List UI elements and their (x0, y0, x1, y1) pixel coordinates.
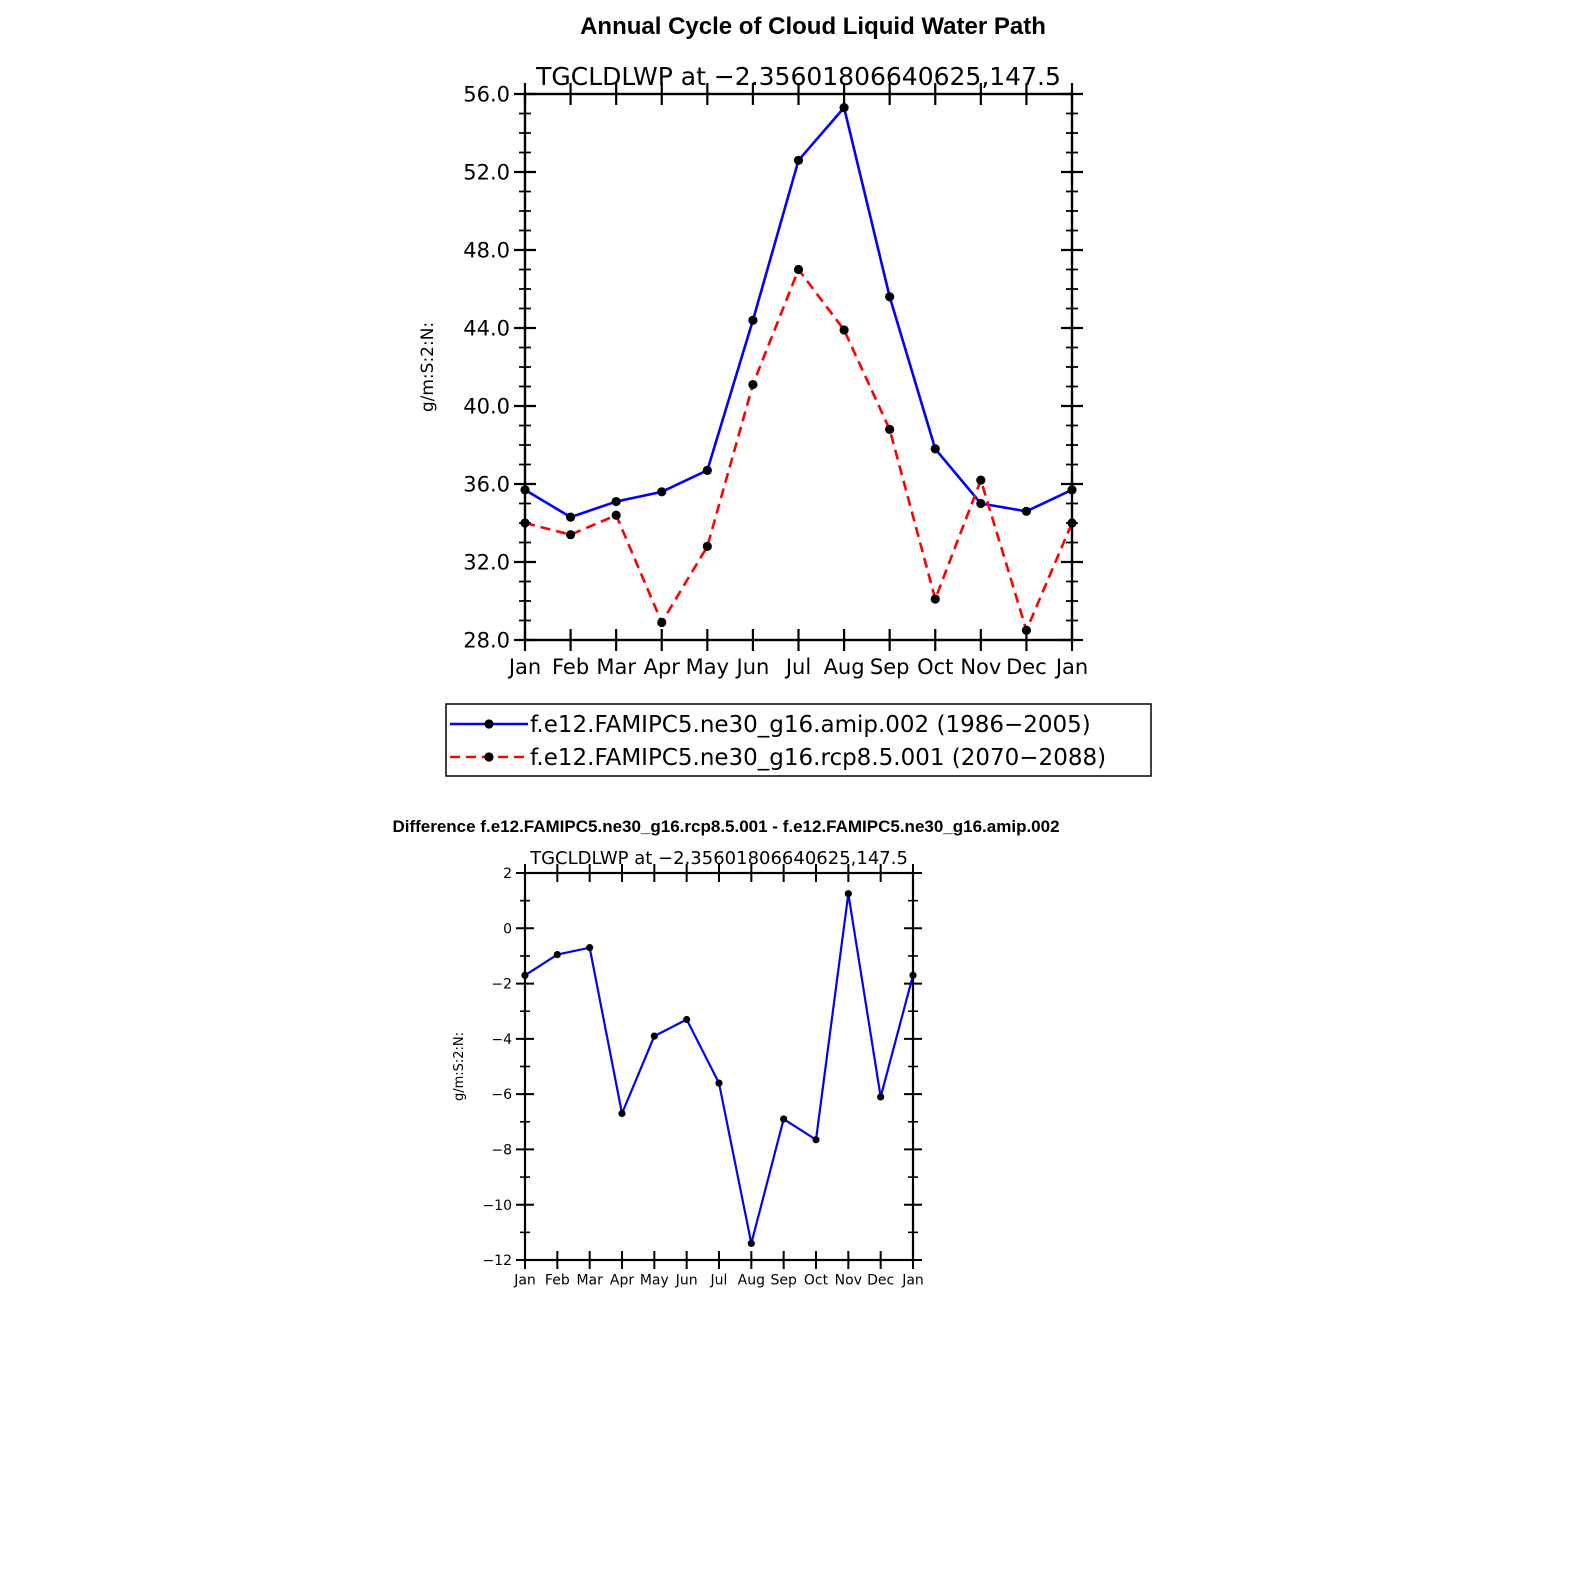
x-tick-label: Aug (738, 1272, 765, 1288)
x-tick-label: Jul (784, 655, 811, 679)
y-tick-label: −8 (491, 1142, 512, 1158)
y-tick-label: 0 (503, 921, 512, 937)
series-1-point (657, 617, 667, 628)
series-0-point (793, 155, 804, 165)
x-tick-label: Jan (901, 1272, 924, 1288)
series-1-point (520, 518, 530, 528)
series-0-point (747, 1239, 755, 1248)
series-1-point (1067, 518, 1077, 528)
x-tick-label: Mar (596, 655, 636, 679)
series-0-point (885, 292, 895, 302)
y-tick-label: 44.0 (463, 317, 510, 341)
y-tick-label: −2 (491, 977, 512, 993)
y-tick-label: 48.0 (463, 239, 510, 263)
y-tick-label: −12 (482, 1253, 512, 1269)
series-1-point (565, 530, 576, 540)
y-tick-label: −10 (482, 1198, 512, 1214)
series-0-point (780, 1115, 788, 1123)
series-line-0 (524, 106, 1073, 519)
x-tick-label: Jun (735, 655, 770, 679)
x-tick-label: Dec (1006, 655, 1047, 679)
series-0-point (748, 315, 758, 325)
x-tick-label: Jul (710, 1272, 728, 1288)
series-0-point (650, 1032, 658, 1040)
x-tick-label: Dec (867, 1272, 894, 1288)
x-tick-label: Jan (507, 655, 541, 679)
series-0-point (702, 465, 712, 475)
series-0-point (618, 1109, 626, 1118)
x-tick-label: Oct (804, 1272, 829, 1288)
chart-subtitle: TGCLDLWP at −2.35601806640625,147.5 (529, 848, 908, 869)
series-0-point (520, 485, 530, 495)
series-0-point (844, 890, 852, 898)
legend-box (445, 703, 1152, 777)
series-0-point (565, 512, 576, 522)
difference-chart: TGCLDLWP at −2.35601806640625,147.5 −12 −1… (452, 848, 924, 1288)
x-tick-label: Sep (770, 1272, 797, 1288)
series-1-point (1021, 625, 1032, 635)
x-tick-label: Jun (675, 1272, 698, 1288)
y-axis-label: g/m:S:2:N: (452, 1032, 467, 1101)
x-tick-label: Jan (513, 1272, 536, 1288)
series-line-0 (524, 892, 915, 1245)
series-0-point (586, 944, 594, 952)
y-tick-label: 2 (503, 866, 512, 882)
series-0-point (715, 1079, 723, 1087)
legend-label-1: f.e12.FAMIPC5.ne30_g16.rcp8.5.001 (2070−… (530, 745, 1106, 771)
series-0-point (1067, 485, 1077, 495)
x-tick-label: Mar (576, 1272, 603, 1288)
x-tick-label: May (686, 655, 729, 679)
series-0-point (611, 496, 621, 507)
series-1-point (793, 264, 804, 275)
series-0-point (877, 1093, 885, 1101)
y-tick-label: 56.0 (463, 83, 510, 107)
series-0-point (683, 1015, 691, 1024)
series-1-point (930, 594, 940, 604)
difference-title: Difference f.e12.FAMIPC5.ne30_g16.rcp8.5… (392, 817, 1059, 836)
series-0-point (521, 971, 529, 979)
series-0-point (839, 103, 849, 113)
series-1-point (885, 424, 895, 434)
y-tick-label: 36.0 (463, 473, 510, 497)
legend-label-0: f.e12.FAMIPC5.ne30_g16.amip.002 (1986−20… (530, 712, 1091, 738)
x-tick-label: Feb (545, 1272, 570, 1288)
series-line-1 (524, 268, 1074, 632)
x-tick-label: Apr (644, 655, 681, 679)
plot-frame (523, 92, 1074, 642)
series-1-point (748, 379, 758, 390)
y-tick-label: −4 (491, 1032, 512, 1048)
series-0-point (812, 1136, 820, 1144)
x-tick-label: Nov (835, 1272, 862, 1288)
annual-cycle-chart: TGCLDLWP at −2.35601806640625,147.528.03… (418, 62, 1152, 777)
figure-title: Annual Cycle of Cloud Liquid Water Path (580, 13, 1046, 40)
legend-marker-1 (484, 752, 494, 762)
series-0-point (909, 971, 917, 979)
x-tick-label: Feb (552, 655, 589, 679)
x-tick-label: Apr (610, 1272, 634, 1288)
x-tick-label: Oct (917, 655, 953, 679)
series-1-point (611, 510, 621, 520)
series-1-point (839, 325, 849, 335)
y-tick-label: −6 (491, 1087, 512, 1103)
x-tick-label: Nov (960, 655, 1001, 679)
x-tick-label: Sep (870, 655, 910, 679)
series-0-point (553, 950, 561, 959)
series-0-point (930, 444, 940, 454)
x-tick-label: Aug (824, 655, 865, 679)
x-tick-label: Jan (1054, 655, 1088, 679)
y-axis-label: g/m:S:2:N: (418, 322, 438, 412)
series-1-point (976, 475, 986, 485)
legend-marker-0 (484, 719, 494, 729)
y-tick-label: 40.0 (463, 395, 510, 419)
series-0-point (657, 487, 667, 497)
series-0-point (976, 498, 986, 509)
y-tick-label: 52.0 (463, 161, 510, 185)
x-tick-label: May (640, 1272, 669, 1288)
y-tick-label: 28.0 (463, 629, 510, 653)
y-tick-label: 32.0 (463, 551, 510, 575)
series-1-point (702, 541, 712, 552)
series-0-point (1021, 506, 1032, 516)
